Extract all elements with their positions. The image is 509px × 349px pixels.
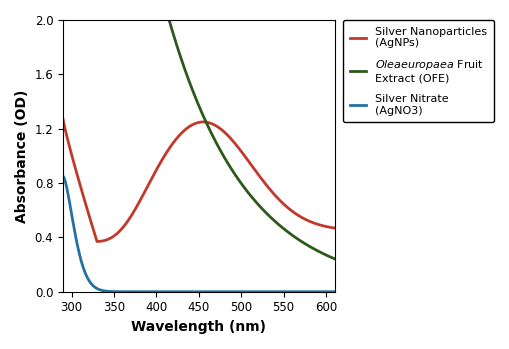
X-axis label: Wavelength (nm): Wavelength (nm) [131, 320, 266, 334]
Legend: Silver Nanoparticles
(AgNPs), $\it{Olea europaea}$ Fruit
Extract (OFE), Silver N: Silver Nanoparticles (AgNPs), $\it{Olea … [342, 20, 493, 122]
Y-axis label: Absorbance (OD): Absorbance (OD) [15, 89, 29, 223]
